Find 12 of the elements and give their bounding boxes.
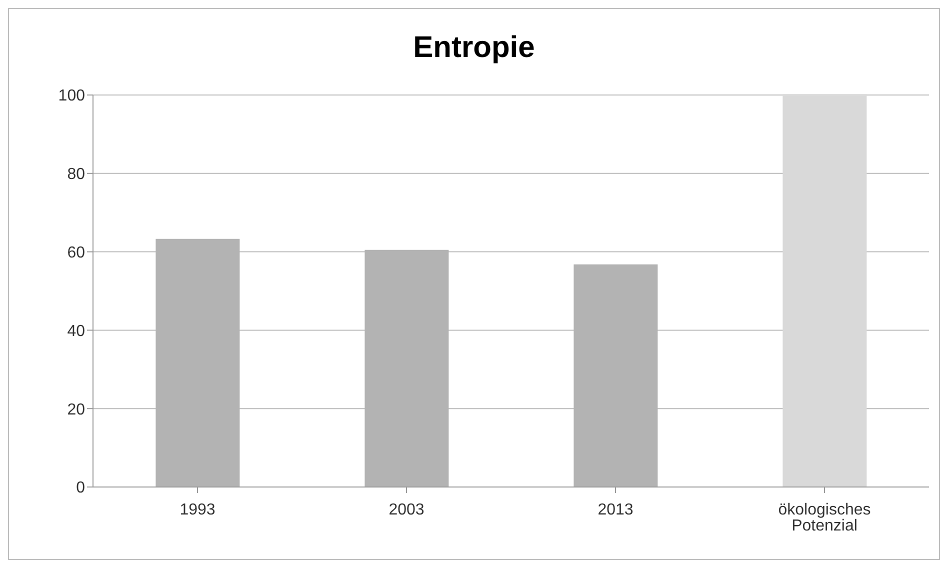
x-tick-label: 2013 <box>598 501 634 518</box>
chart-title: Entropie <box>412 30 536 66</box>
y-tick-label: 80 <box>67 166 86 184</box>
bar <box>782 95 867 487</box>
y-tick-label: 40 <box>67 322 86 340</box>
x-tick-label: ökologisches Potenzial <box>778 501 871 534</box>
y-tick-label: 0 <box>76 480 86 497</box>
y-tick-label: 20 <box>67 401 86 418</box>
y-tick-label: 60 <box>67 244 86 262</box>
y-tick-label: 100 <box>58 88 86 105</box>
x-tick-label: 1993 <box>180 501 216 518</box>
x-tick-label: 2003 <box>388 501 424 518</box>
